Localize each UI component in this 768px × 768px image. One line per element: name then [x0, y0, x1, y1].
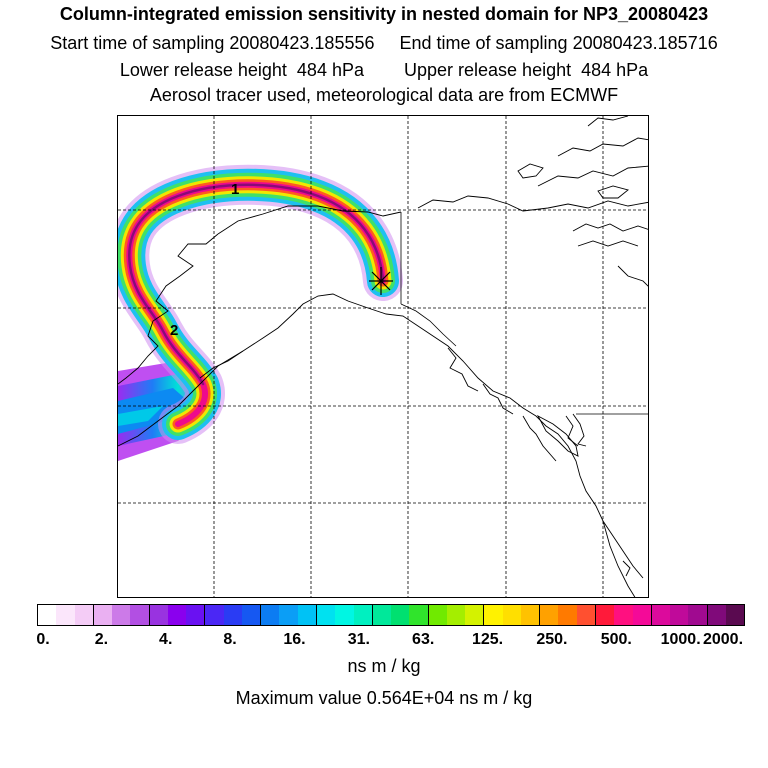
colorbar-swatch	[614, 605, 633, 625]
colorbar-swatch	[576, 605, 596, 625]
colorbar-tick-label: 500.	[600, 631, 632, 648]
colorbar-swatch	[149, 605, 168, 625]
colorbar-swatch	[372, 605, 392, 625]
colorbar-swatch	[167, 605, 187, 625]
colorbar-tick-label: 250.	[536, 631, 568, 648]
plume-band	[118, 164, 403, 444]
colorbar-tick-label: 16.	[283, 631, 306, 648]
release-height-line: Lower release height 484 hPa Upper relea…	[119, 60, 649, 80]
colorbar-swatch	[316, 605, 336, 625]
colorbar	[37, 604, 745, 626]
colorbar-tick-label: 31.	[347, 631, 370, 648]
colorbar-swatch	[446, 605, 466, 625]
colorbar-swatch	[707, 605, 726, 625]
colorbar-swatch	[484, 605, 503, 625]
sampling-time-line: Start time of sampling 20080423.185556 E…	[50, 33, 718, 53]
colorbar-swatch	[725, 605, 745, 625]
map-canvas: 1 2	[118, 116, 648, 597]
colorbar-swatch	[112, 605, 131, 625]
colorbar-swatch	[409, 605, 429, 625]
colorbar-swatch	[502, 605, 521, 625]
coastlines	[118, 116, 648, 597]
colorbar-swatch	[595, 605, 615, 625]
colorbar-swatch	[279, 605, 298, 625]
colorbar-tick-label: 0.	[36, 631, 50, 648]
colorbar-swatch	[353, 605, 373, 625]
colorbar-tick-label: 2000.	[702, 631, 744, 648]
colorbar-swatch	[297, 605, 317, 625]
colorbar-swatch	[223, 605, 242, 625]
colorbar-swatch	[38, 605, 57, 625]
colorbar-tick-label: 63.	[412, 631, 435, 648]
colorbar-swatch	[241, 605, 262, 625]
maximum-value: Maximum value 0.564E+04 ns m / kg	[235, 688, 533, 708]
colorbar-swatch	[205, 605, 224, 625]
asterisk-marker	[369, 267, 393, 295]
map-panel: 1 2	[117, 115, 649, 598]
colorbar-swatch	[186, 605, 206, 625]
lat-lon-grid	[118, 116, 648, 597]
colorbar-swatch	[428, 605, 447, 625]
tracer-info-line: Aerosol tracer used, meteorological data…	[149, 85, 619, 105]
colorbar-swatch	[540, 605, 559, 625]
colorbar-tick-label: 1000.	[660, 631, 701, 648]
plume-label-1: 1	[231, 181, 239, 198]
colorbar-units: ns m / kg	[347, 656, 421, 676]
colorbar-swatch	[465, 605, 485, 625]
map-title: Column-integrated emission sensitivity i…	[59, 4, 709, 24]
colorbar-swatch	[651, 605, 671, 625]
colorbar-tick-label: 2.	[94, 631, 109, 648]
colorbar-swatch	[632, 605, 652, 625]
boundaries	[400, 212, 648, 415]
colorbar-swatch	[56, 605, 75, 625]
colorbar-tick-label: 125.	[471, 631, 504, 648]
colorbar-swatch	[130, 605, 150, 625]
colorbar-swatch	[335, 605, 354, 625]
colorbar-tick-label: 8.	[223, 631, 237, 648]
colorbar-swatch	[93, 605, 113, 625]
colorbar-swatch	[74, 605, 94, 625]
colorbar-swatch	[670, 605, 689, 625]
colorbar-tick-label: 4.	[159, 631, 173, 648]
colorbar-swatch	[391, 605, 410, 625]
plume-label-2: 2	[170, 322, 178, 339]
colorbar-swatch	[558, 605, 577, 625]
colorbar-swatch	[520, 605, 541, 625]
colorbar-swatch	[261, 605, 280, 625]
colorbar-swatch	[688, 605, 708, 625]
